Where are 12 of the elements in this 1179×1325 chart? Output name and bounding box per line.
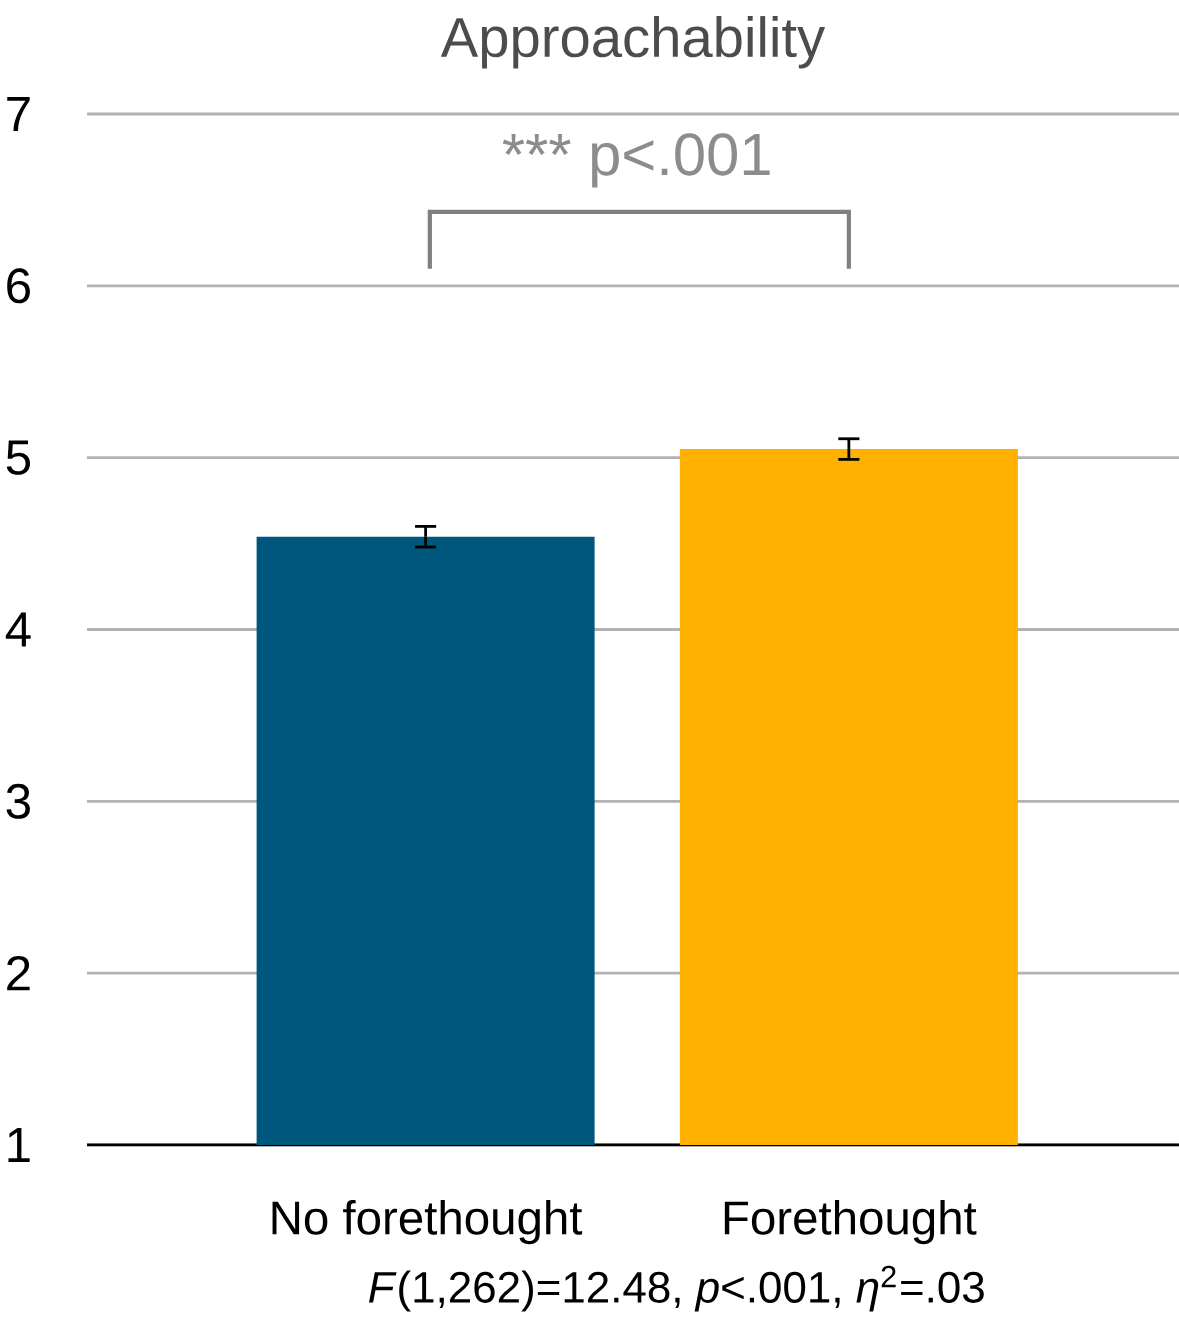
y-tick-label: 4 [5, 612, 31, 647]
chart-title: Approachability [440, 16, 826, 69]
x-tick-label: Forethought [724, 1199, 977, 1245]
x-tick-label: No forethought [272, 1199, 583, 1245]
y-tick-label: 5 [6, 440, 31, 475]
y-tick-label: 1 [8, 1128, 30, 1162]
y-tick-label: 3 [6, 783, 30, 819]
y-tick-label: 7 [7, 97, 30, 131]
annotation: *** p<.001 [502, 133, 770, 188]
text: F(1,262)=12.48, p<.001, η$^{2}$=.03 [369, 1265, 984, 1312]
y-tick-label: 2 [7, 955, 30, 991]
y-tick-label: 6 [7, 268, 30, 304]
